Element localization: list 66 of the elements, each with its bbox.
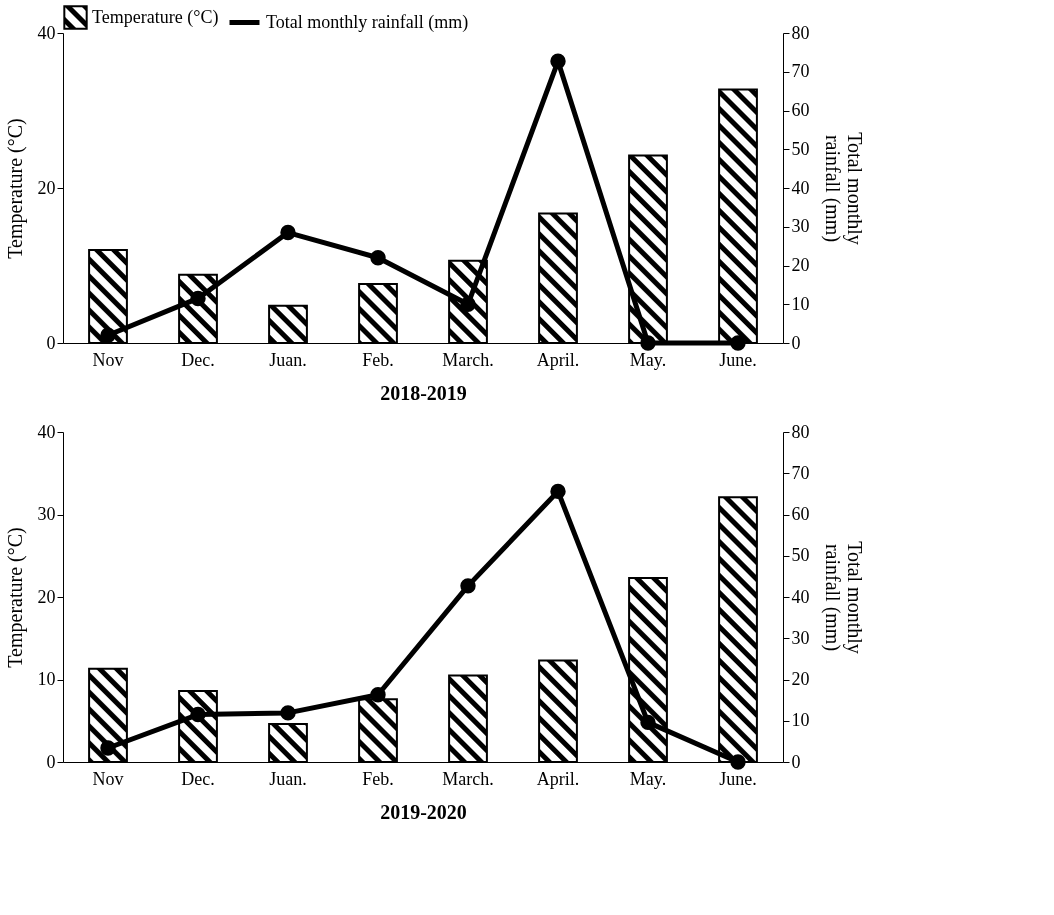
point — [640, 714, 656, 731]
y2-axis-title: Total monthly rainfall (mm) — [820, 132, 866, 245]
x-tick-label: June. — [719, 768, 757, 789]
point — [100, 740, 116, 756]
y2-tick-label: 30 — [791, 216, 810, 237]
point — [190, 290, 206, 307]
legend-label: Temperature (°C) — [92, 6, 219, 28]
x-axis-title: 2018-2019 — [380, 381, 467, 404]
y2-tick-label: 70 — [791, 61, 810, 82]
y-tick-label: 40 — [37, 421, 56, 442]
y2-tick-label: 60 — [791, 504, 810, 524]
x-tick-label: June. — [719, 349, 757, 370]
y2-tick-label: 40 — [791, 177, 810, 198]
x-tick-label: Nov — [92, 349, 124, 370]
y-tick-label: 40 — [37, 22, 56, 43]
x-tick-label: March. — [442, 349, 494, 370]
x-axis-title: 2019-2020 — [380, 800, 467, 823]
point — [370, 687, 386, 703]
x-tick-label: May. — [629, 349, 667, 370]
y2-tick-label: 10 — [791, 710, 810, 731]
y2-tick-label: 60 — [791, 100, 810, 120]
y-tick-label: 10 — [37, 669, 56, 689]
y-tick-label: 20 — [37, 586, 56, 607]
y2-tick-label: 50 — [791, 545, 810, 566]
point — [730, 754, 746, 770]
point — [640, 335, 656, 351]
point — [280, 705, 296, 721]
y-tick-label: 0 — [46, 751, 56, 772]
y2-tick-label: 20 — [791, 669, 810, 689]
y2-axis-title: Total monthly rainfall (mm) — [820, 541, 866, 654]
y2-tick-label: 40 — [791, 586, 810, 607]
x-tick-label: Feb. — [362, 349, 394, 370]
point — [190, 706, 206, 723]
x-tick-label: April. — [536, 349, 580, 370]
point — [550, 483, 566, 500]
point — [280, 224, 296, 241]
y2-tick-label: 0 — [791, 751, 801, 772]
y-tick-label: 30 — [37, 504, 56, 524]
y2-tick-label: 10 — [791, 293, 810, 314]
y2-tick-label: 30 — [791, 627, 810, 648]
legend-label: Total monthly rainfall (mm) — [266, 11, 469, 33]
point — [100, 327, 116, 343]
y-tick-label: 20 — [37, 177, 56, 198]
y2-tick-label: 0 — [791, 332, 801, 353]
x-tick-label: Juan. — [269, 349, 307, 370]
x-tick-label: Dec. — [181, 349, 215, 370]
x-tick-label: Dec. — [181, 768, 215, 789]
x-tick-label: Juan. — [269, 768, 307, 789]
point — [550, 53, 566, 69]
point — [460, 578, 476, 594]
x-tick-label: April. — [536, 768, 580, 789]
point — [370, 250, 386, 266]
y2-tick-label: 80 — [791, 22, 810, 43]
x-tick-label: March. — [442, 768, 494, 789]
point — [460, 296, 476, 312]
x-tick-label: Nov — [92, 768, 124, 789]
y-axis-title: Temperature (°C) — [3, 527, 27, 668]
y2-tick-label: 80 — [791, 421, 810, 442]
x-tick-label: May. — [629, 768, 667, 789]
y2-tick-label: 20 — [791, 255, 810, 275]
y2-tick-label: 50 — [791, 138, 810, 159]
y2-tick-label: 70 — [791, 462, 810, 483]
point — [730, 335, 746, 351]
y-axis-title: Temperature (°C) — [3, 118, 27, 259]
y-tick-label: 0 — [46, 332, 56, 353]
x-tick-label: Feb. — [362, 768, 394, 789]
